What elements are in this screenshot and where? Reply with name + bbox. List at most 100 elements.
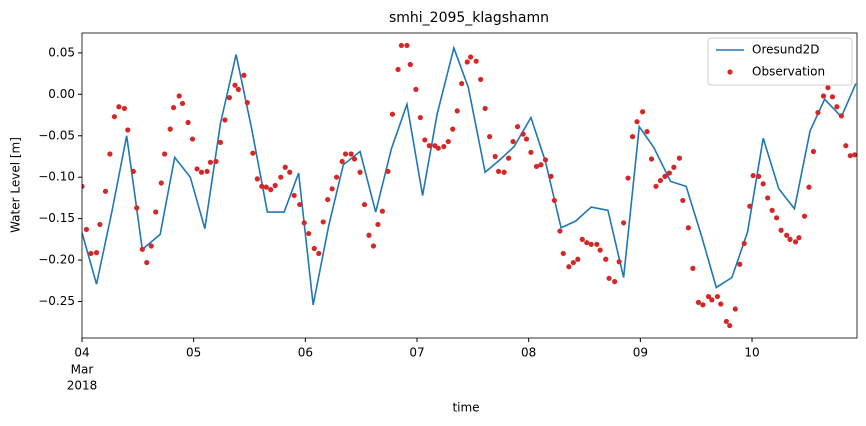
- observation-point: [634, 119, 640, 125]
- observation-point: [575, 256, 581, 262]
- observation-point: [542, 157, 549, 163]
- observation-point: [796, 235, 802, 241]
- observation-point: [747, 203, 753, 209]
- observation-point: [158, 180, 164, 186]
- observation-point: [134, 205, 140, 211]
- observation-point: [395, 66, 401, 73]
- observation-point: [297, 201, 303, 208]
- observation-point: [111, 114, 117, 120]
- observation-point: [102, 188, 109, 194]
- y-tick-label: −0.05: [38, 128, 75, 142]
- observation-point: [263, 184, 269, 190]
- observation-point: [482, 105, 488, 112]
- observation-point: [413, 86, 419, 92]
- observation-point: [148, 243, 154, 249]
- observation-point: [213, 158, 219, 165]
- observation-point: [325, 196, 331, 203]
- observation-point: [495, 168, 502, 175]
- y-tick-label: −0.15: [38, 211, 75, 225]
- observation-point: [176, 93, 182, 99]
- y-tick-label: 0.00: [48, 87, 75, 101]
- observation-point: [422, 137, 428, 143]
- observation-point: [737, 261, 743, 267]
- observation-point: [806, 184, 812, 190]
- x-tick-label: 10: [744, 346, 759, 360]
- observation-point: [244, 100, 250, 106]
- legend-label: Oresund2D: [752, 43, 819, 57]
- observation-point: [268, 187, 274, 193]
- observation-point: [765, 195, 771, 201]
- observation-point: [185, 119, 191, 126]
- observation-point: [741, 240, 747, 247]
- observation-point: [523, 136, 530, 142]
- observation-point: [130, 168, 136, 175]
- observation-point: [520, 131, 526, 137]
- observation-point: [538, 162, 544, 168]
- observation-point: [167, 126, 173, 132]
- observation-point: [801, 213, 808, 219]
- observation-point: [121, 105, 128, 112]
- observation-point: [287, 169, 293, 175]
- observation-point: [629, 134, 636, 140]
- observation-point: [597, 247, 603, 253]
- observation-point: [189, 136, 196, 142]
- observation-point: [473, 58, 479, 64]
- observation-point: [825, 85, 831, 91]
- observation-point: [570, 259, 576, 266]
- observation-point: [83, 226, 90, 233]
- observation-point: [750, 172, 756, 179]
- observation-point: [616, 259, 622, 265]
- observation-point: [426, 143, 432, 149]
- observation-point: [139, 246, 145, 252]
- observation-point: [714, 293, 721, 300]
- observation-point: [329, 186, 335, 192]
- observation-point: [657, 177, 664, 184]
- observation-point: [144, 259, 150, 266]
- observation-point: [179, 100, 186, 107]
- observation-point: [594, 241, 600, 247]
- observation-point: [320, 219, 326, 225]
- x-tick-label: 07: [409, 346, 424, 360]
- observation-point: [385, 168, 391, 175]
- observation-point: [773, 215, 780, 221]
- observation-point: [606, 275, 612, 281]
- observation-point: [810, 148, 817, 155]
- observation-point: [441, 143, 447, 150]
- x-tick-sublabel: Mar: [71, 363, 94, 377]
- observation-point: [272, 182, 278, 189]
- observation-point: [528, 149, 534, 155]
- observation-point: [603, 256, 609, 262]
- x-axis-label: time: [452, 401, 479, 415]
- observation-point: [584, 240, 590, 246]
- observation-point: [450, 126, 456, 132]
- observation-point: [116, 104, 122, 110]
- observation-point: [222, 117, 228, 123]
- observation-point: [375, 221, 381, 228]
- observation-point: [361, 201, 368, 208]
- observation-point: [153, 209, 159, 215]
- observation-point: [445, 138, 451, 145]
- observation-point: [680, 197, 686, 204]
- observation-point: [588, 241, 594, 247]
- observation-point: [226, 95, 233, 101]
- observation-point: [666, 170, 672, 176]
- observation-point: [88, 250, 94, 257]
- observation-point: [282, 164, 288, 170]
- observation-point: [407, 61, 413, 68]
- observation-point: [548, 173, 554, 179]
- x-tick-label: 08: [521, 346, 536, 360]
- observation-point: [843, 143, 849, 149]
- observation-point: [557, 228, 563, 234]
- observation-point: [459, 80, 465, 87]
- observation-point: [838, 113, 844, 119]
- observation-point: [217, 139, 224, 146]
- observation-point: [370, 243, 377, 249]
- observation-point: [560, 250, 566, 257]
- observation-point: [389, 111, 396, 117]
- observation-point: [784, 232, 790, 238]
- observation-point: [162, 151, 168, 157]
- observation-point: [718, 301, 724, 307]
- y-tick-label: −0.25: [38, 294, 75, 308]
- observation-point: [829, 94, 836, 100]
- observation-point: [342, 151, 349, 157]
